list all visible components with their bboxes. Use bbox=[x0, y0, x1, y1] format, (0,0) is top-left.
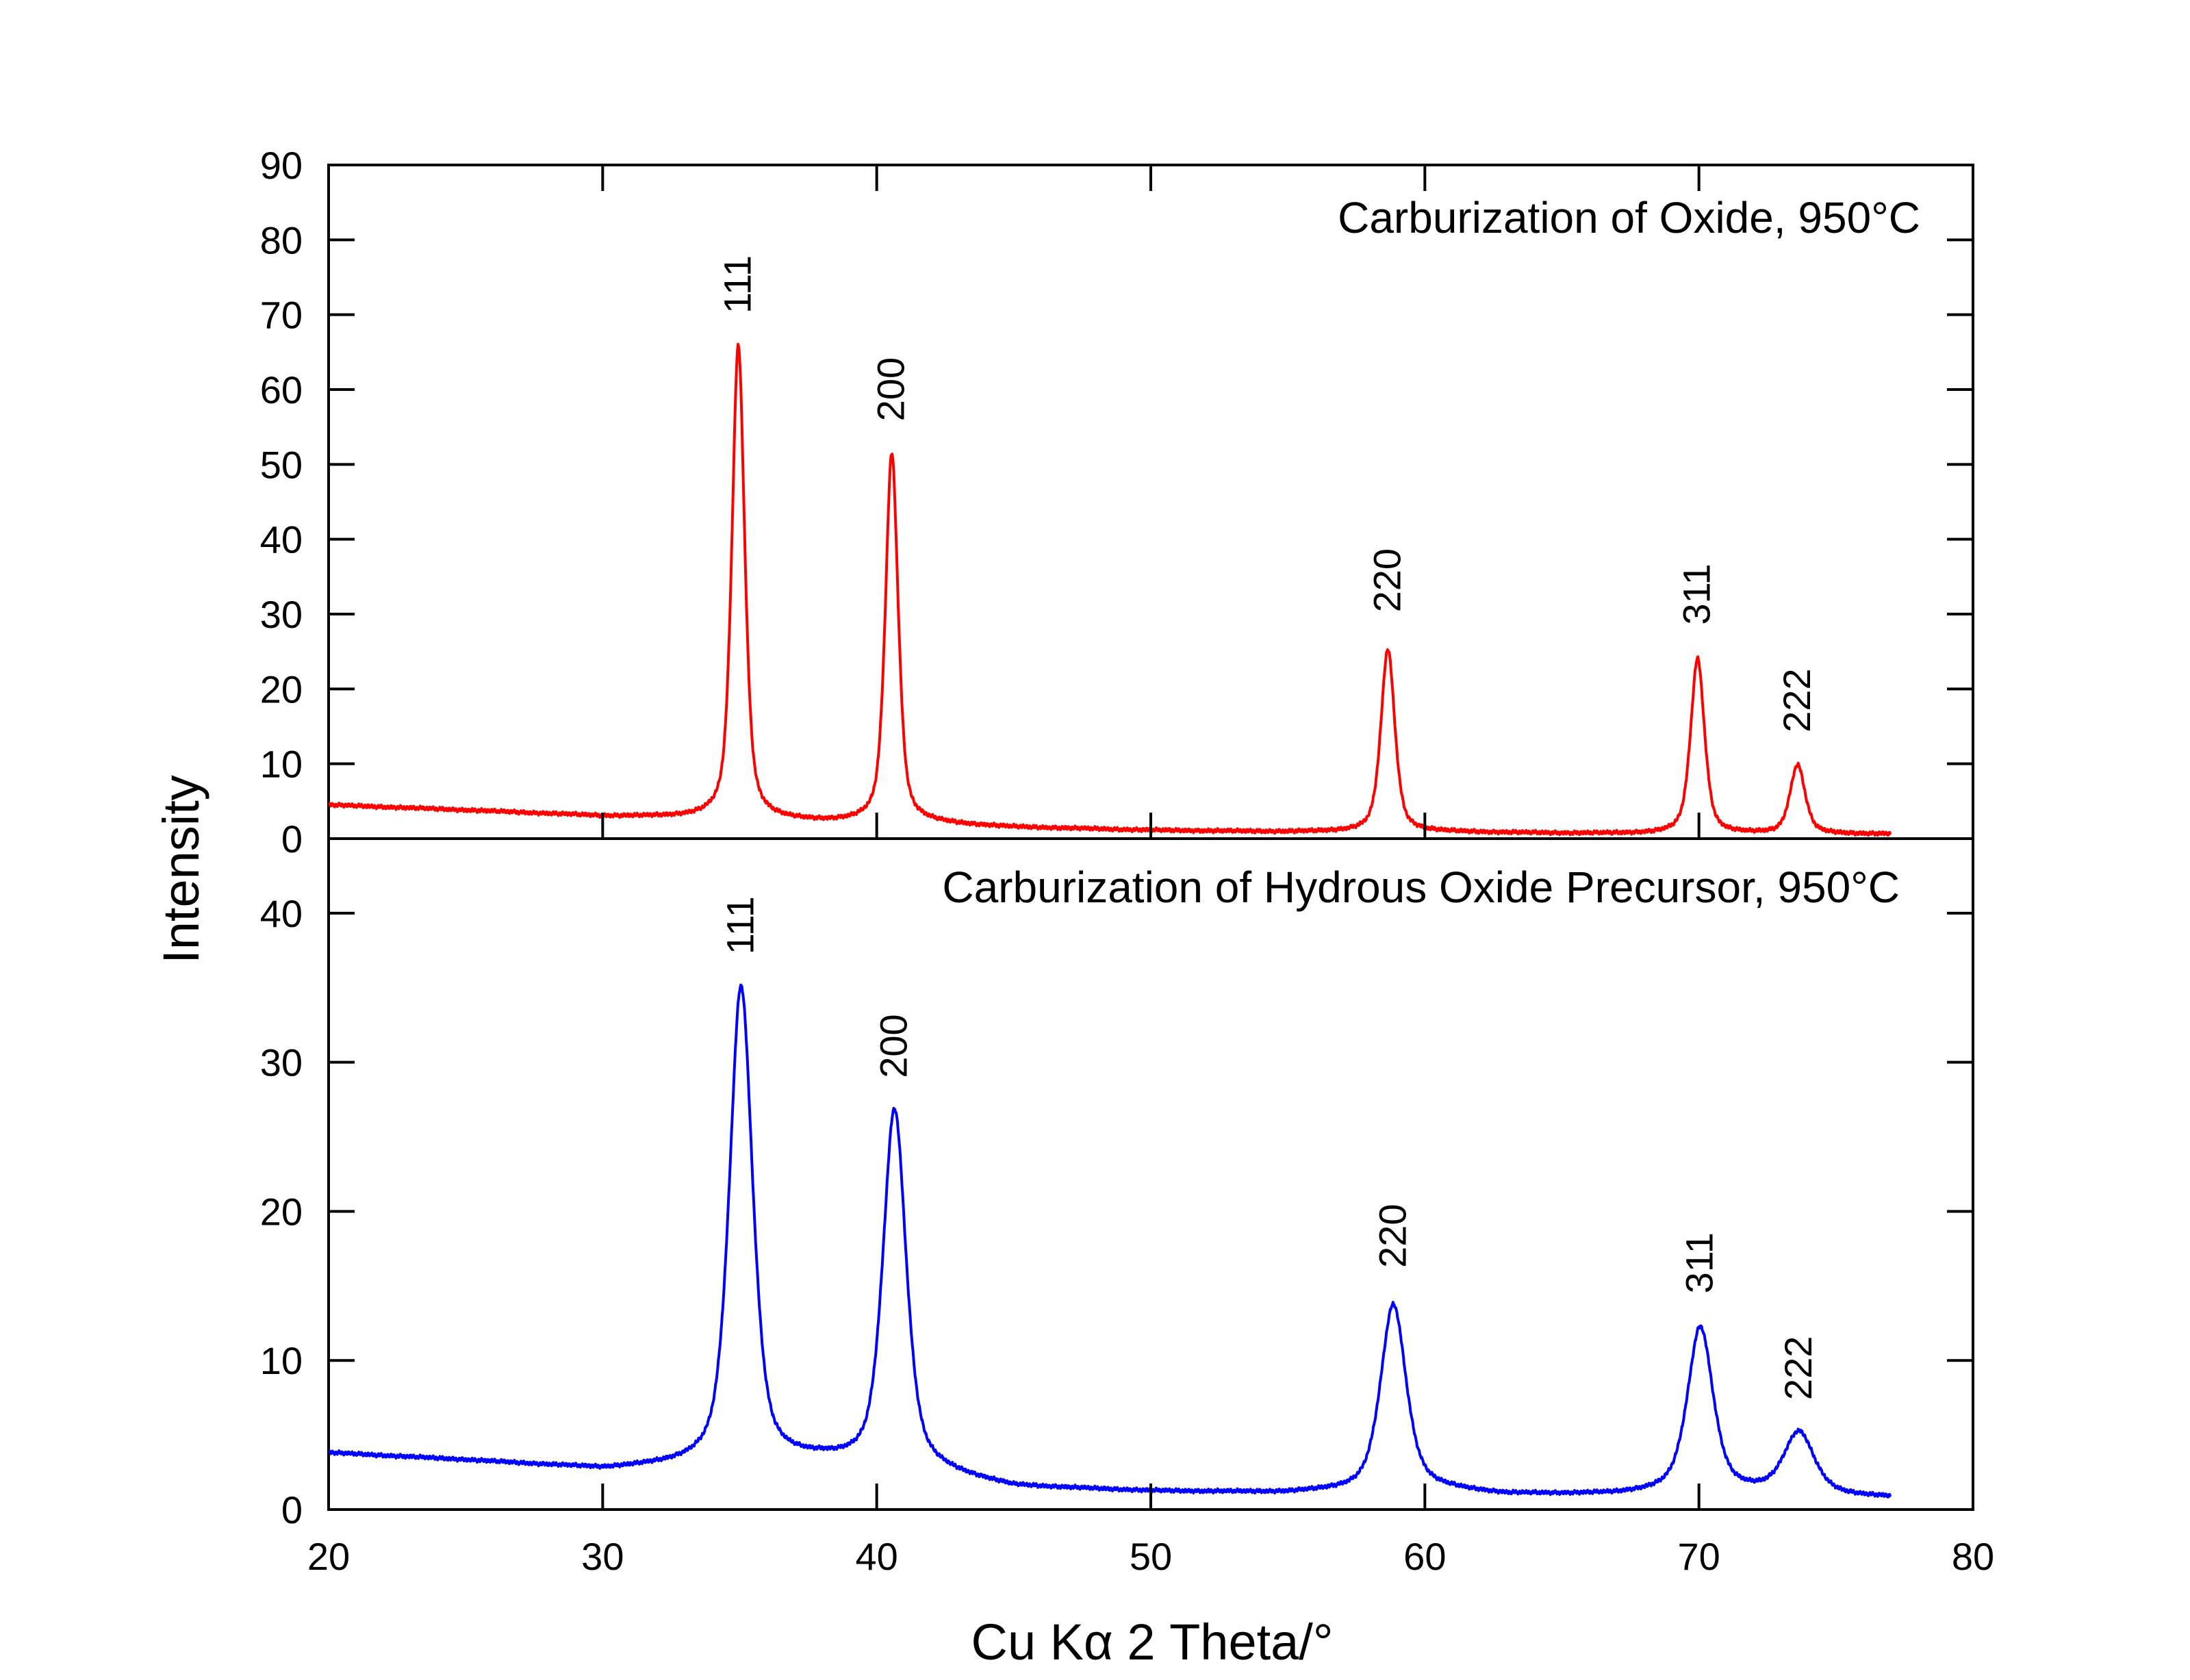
top-y-tick-label: 10 bbox=[260, 743, 303, 786]
top-peak-label-220: 220 bbox=[1365, 548, 1408, 612]
bottom-y-tick-label: 0 bbox=[281, 1488, 303, 1531]
top-peak-label-111: 111 bbox=[715, 255, 759, 314]
y-axis-title: Intensity bbox=[153, 775, 209, 964]
top-panel: 0 10 20 30 40 50 60 70 80 90 111 200 220 311 222 Carbur… bbox=[260, 144, 1974, 861]
bottom-peak-label-311: 311 bbox=[1678, 1232, 1721, 1293]
x-tick-label: 20 bbox=[307, 1535, 350, 1578]
bottom-series-line bbox=[327, 983, 1892, 1499]
top-panel-title: Carburization of Oxide, 950°C bbox=[1338, 193, 1920, 242]
top-peak-label-200: 200 bbox=[869, 357, 913, 421]
top-y-tick-label: 70 bbox=[260, 294, 303, 337]
top-y-tick-label: 0 bbox=[281, 817, 303, 861]
x-tick-label: 40 bbox=[856, 1535, 898, 1578]
top-y-tick-label: 20 bbox=[260, 667, 303, 711]
bottom-peak-label-222: 222 bbox=[1777, 1336, 1820, 1400]
x-axis-title: Cu Kα 2 Theta/° bbox=[971, 1614, 1334, 1670]
bottom-y-tick-label: 10 bbox=[260, 1339, 303, 1382]
top-y-tick-label: 80 bbox=[260, 218, 303, 262]
x-axis: 20 30 40 50 60 70 80 bbox=[307, 165, 1994, 1578]
x-tick-label: 50 bbox=[1130, 1535, 1172, 1578]
x-tick-label: 70 bbox=[1678, 1535, 1720, 1578]
bottom-y-tick-label: 40 bbox=[260, 892, 303, 935]
bottom-y-tick-label: 30 bbox=[260, 1041, 303, 1084]
top-y-tick-label: 50 bbox=[260, 443, 303, 486]
bottom-plot-frame bbox=[327, 837, 1974, 1511]
top-y-tick-label: 90 bbox=[260, 144, 303, 187]
top-series-line bbox=[327, 342, 1892, 837]
top-peak-label-311: 311 bbox=[1675, 563, 1718, 624]
top-y-tick-label: 30 bbox=[260, 593, 303, 636]
x-tick-label: 30 bbox=[581, 1535, 624, 1578]
bottom-y-tick-label: 20 bbox=[260, 1190, 303, 1233]
top-plot-frame bbox=[327, 164, 1974, 840]
top-peak-label-222: 222 bbox=[1775, 668, 1818, 732]
bottom-panel-title: Carburization of Hydrous Oxide Precursor… bbox=[942, 863, 1900, 912]
x-tick-label: 80 bbox=[1952, 1535, 1994, 1578]
bottom-peak-label-111: 111 bbox=[719, 896, 762, 954]
bottom-panel: 0 10 20 30 40 111 200 220 311 222 Carburization of… bbox=[260, 837, 1974, 1531]
bottom-peak-label-220: 220 bbox=[1371, 1204, 1414, 1268]
top-y-tick-label: 60 bbox=[260, 368, 303, 411]
top-y-tick-label: 40 bbox=[260, 518, 303, 561]
x-tick-label: 60 bbox=[1403, 1535, 1446, 1578]
bottom-peak-label-200: 200 bbox=[872, 1014, 915, 1078]
